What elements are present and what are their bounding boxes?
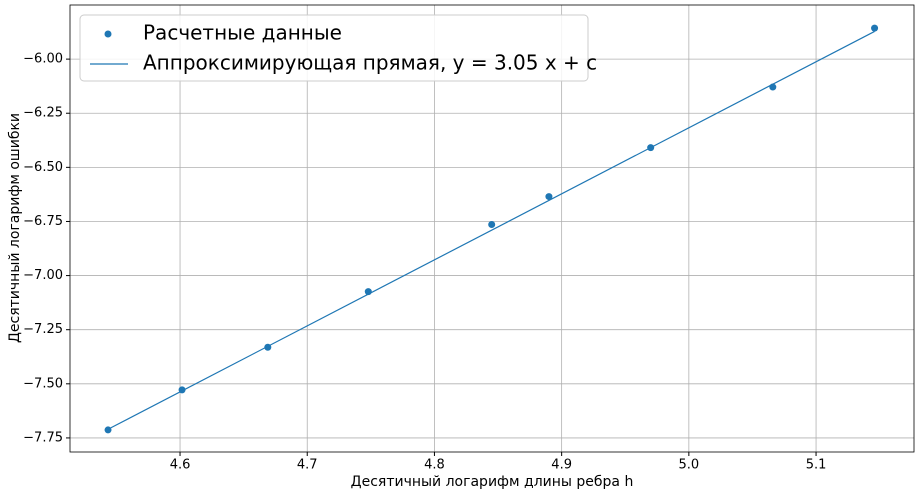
y-tick-label: −7.25 xyxy=(23,322,63,337)
x-tick-label: 4.8 xyxy=(424,458,445,473)
plot-frame xyxy=(69,4,915,453)
fit-line xyxy=(107,30,875,430)
x-tick-label: 5.1 xyxy=(806,458,827,473)
y-axis-label: Десятичный логарифм ошибки xyxy=(7,113,23,343)
y-tick-label: −7.00 xyxy=(23,268,63,283)
data-point xyxy=(488,220,496,228)
data-point xyxy=(871,24,879,32)
x-tick-label: 4.6 xyxy=(170,458,191,473)
y-tick-label: −6.00 xyxy=(23,52,63,67)
data-point xyxy=(545,193,553,201)
legend-label: Расчетные данные xyxy=(143,21,342,45)
x-tick-label: 4.7 xyxy=(297,458,318,473)
x-tick-label: 5.0 xyxy=(679,458,700,473)
legend-marker xyxy=(104,30,112,38)
y-tick-label: −6.50 xyxy=(23,160,63,175)
y-tick-label: −6.25 xyxy=(23,106,63,121)
y-tick-label: −7.50 xyxy=(23,376,63,391)
legend-box xyxy=(79,14,589,82)
y-tick-label: −7.75 xyxy=(23,430,63,445)
legend-label: Аппроксимирующая прямая, y = 3.05 x + c xyxy=(143,51,597,75)
y-tick-label: −6.75 xyxy=(23,214,63,229)
x-axis-label: Десятичный логарифм длины ребра h xyxy=(351,474,634,490)
x-tick-label: 4.9 xyxy=(551,458,572,473)
